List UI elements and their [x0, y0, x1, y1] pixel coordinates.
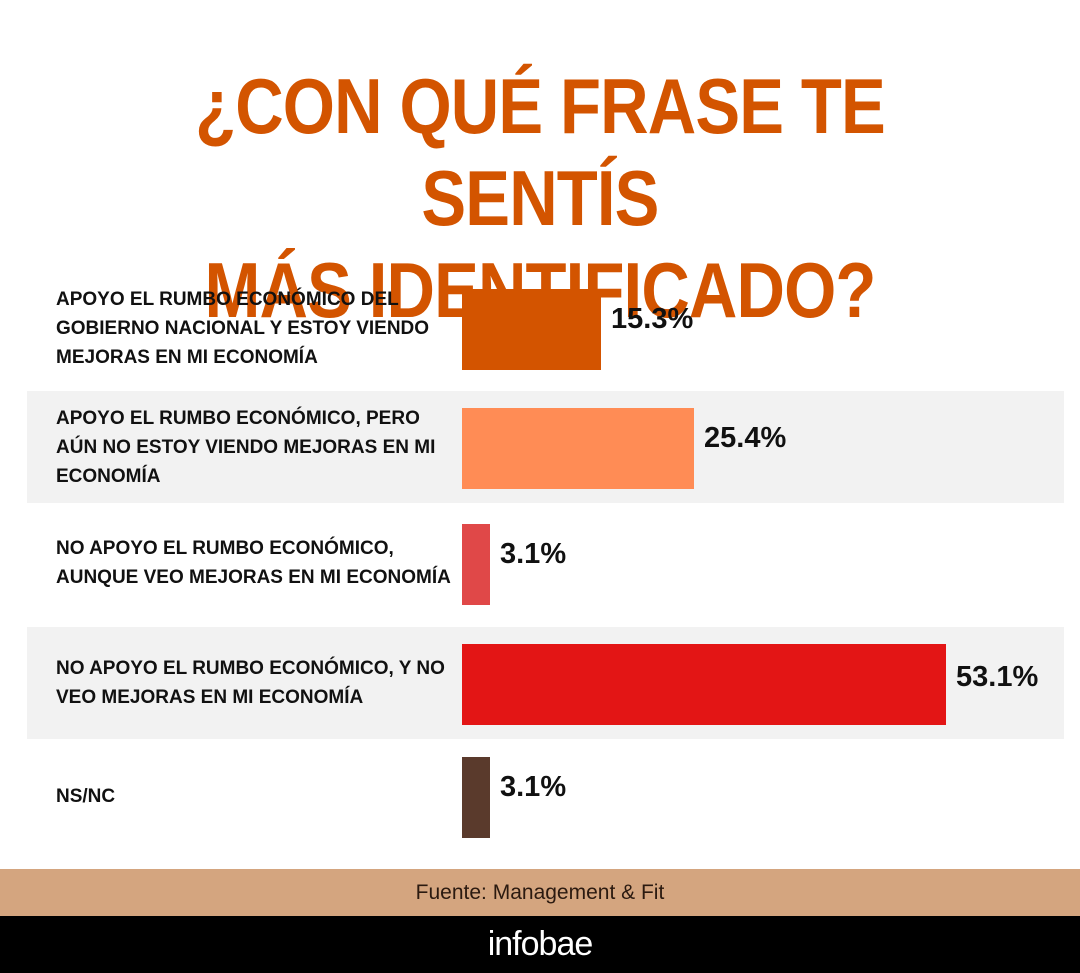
category-label: NO APOYO EL RUMBO ECONÓMICO, Y NO VEO ME… [56, 658, 445, 708]
category-label: NO APOYO EL RUMBO ECONÓMICO, AUNQUE VEO … [56, 538, 451, 588]
value-label: 3.1% [500, 771, 567, 803]
value-label: 3.1% [500, 538, 567, 570]
source-band: Fuente: Management & Fit [0, 869, 1080, 916]
footer-bar: infobae [0, 916, 1080, 973]
category-label: APOYO EL RUMBO ECONÓMICO DEL GOBIERNO NA… [56, 288, 430, 368]
bar [462, 757, 490, 838]
bar [462, 408, 694, 489]
value-label: 53.1% [956, 661, 1039, 693]
category-label: NS/NC [56, 785, 116, 807]
brand-logo: infobae [487, 925, 594, 963]
value-label: 25.4% [704, 422, 787, 454]
source-text: Fuente: Management & Fit [415, 880, 665, 904]
chart-title: ¿CON QUÉ FRASE TE SENTÍS MÁS IDENTIFICAD… [76, 60, 1005, 336]
value-label: 15.3% [611, 303, 694, 335]
bar [462, 289, 601, 370]
bar [462, 524, 490, 605]
category-label: APOYO EL RUMBO ECONÓMICO, PERO AÚN NO ES… [56, 407, 436, 487]
bar [462, 644, 946, 725]
chart-title-line-1: ¿CON QUÉ FRASE TE SENTÍS [195, 62, 886, 242]
